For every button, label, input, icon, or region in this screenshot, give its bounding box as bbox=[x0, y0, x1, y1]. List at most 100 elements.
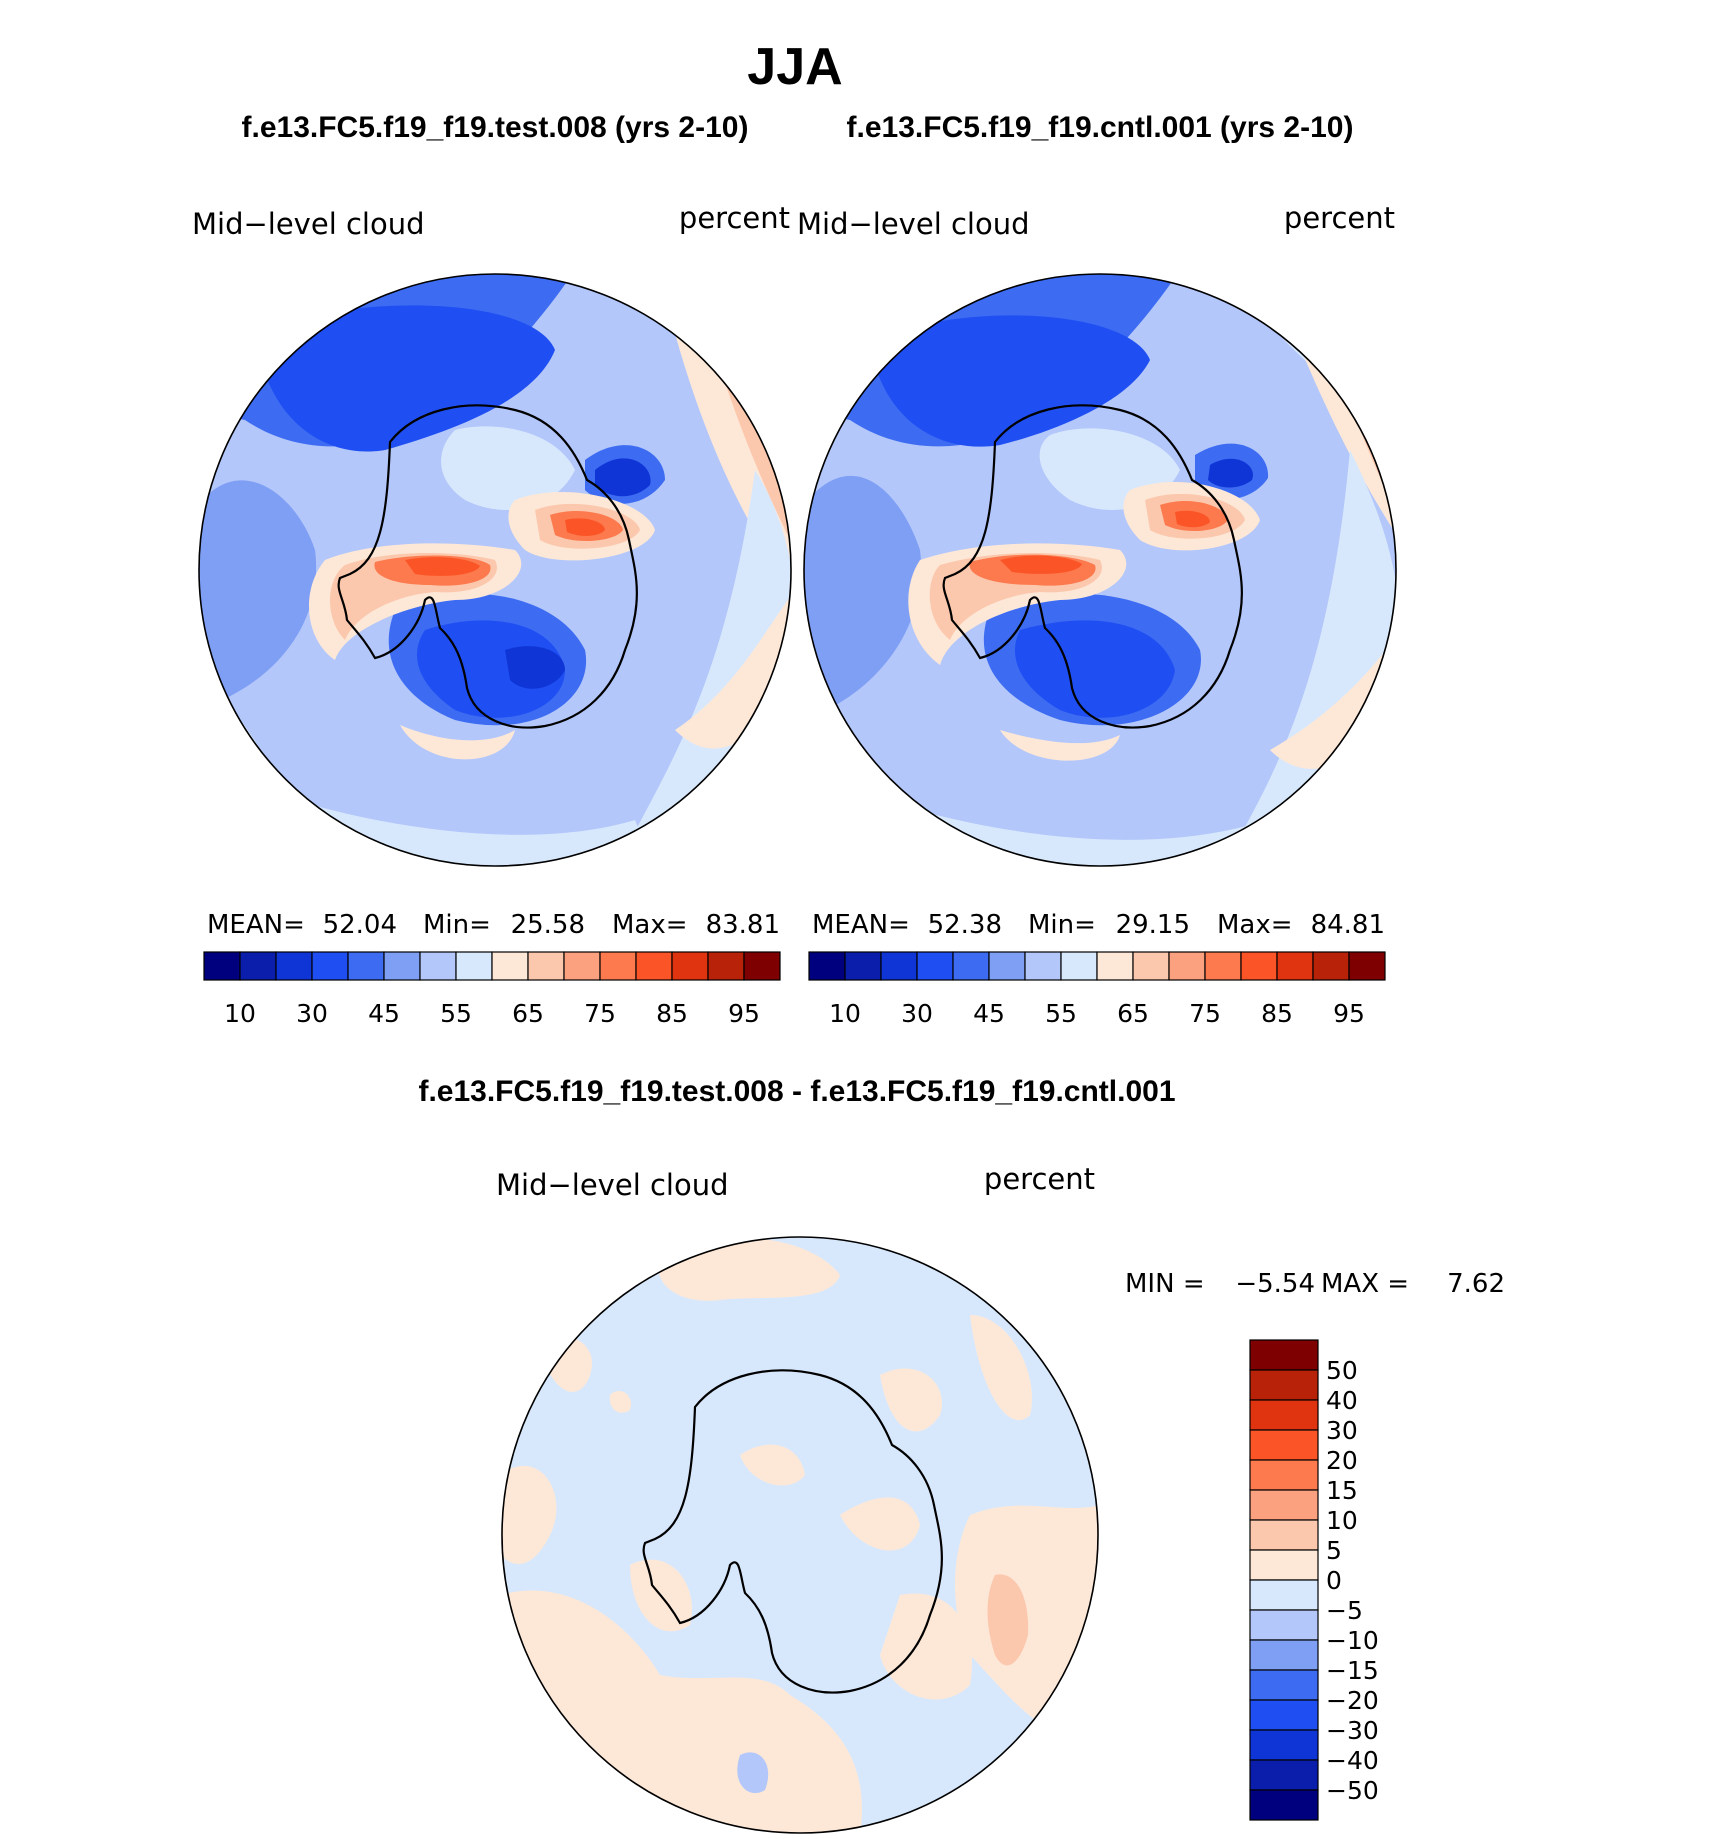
colorbar-tick-label: 95 bbox=[1333, 999, 1365, 1028]
colorbar-tick-label: 55 bbox=[1045, 999, 1077, 1028]
colorbar-swatch bbox=[1276, 951, 1314, 981]
colorbar-swatch bbox=[1249, 1759, 1319, 1791]
colorbar-tick-label: 75 bbox=[1189, 999, 1221, 1028]
colorbar-swatch bbox=[808, 951, 846, 981]
cloud-region bbox=[405, 557, 480, 576]
colorbar-swatch bbox=[203, 951, 241, 981]
colorbar-tick-label: 10 bbox=[224, 999, 256, 1028]
colorbar-tick-label: 0 bbox=[1326, 1566, 1342, 1595]
panel-a-colorbar: 10 30 45 55 65 75 85 95 bbox=[203, 951, 781, 1028]
panel-b-mean-value: 52.38 bbox=[928, 910, 1002, 940]
colorbar-swatch bbox=[419, 951, 457, 981]
panel-a-map bbox=[198, 273, 792, 867]
colorbar-tick-label: −10 bbox=[1326, 1626, 1379, 1655]
panel-a-variable: Mid−level cloud bbox=[192, 207, 425, 241]
cloud-region bbox=[930, 750, 1230, 838]
panel-b-colorbar: 10 30 45 55 65 75 85 95 bbox=[808, 951, 1386, 1028]
colorbar-tick-label: −15 bbox=[1326, 1656, 1379, 1685]
difference-map bbox=[501, 1236, 1099, 1834]
anomaly-region bbox=[502, 1465, 557, 1564]
colorbar-swatch bbox=[1249, 1579, 1319, 1611]
difference-min-label: MIN = bbox=[1125, 1269, 1205, 1299]
colorbar-swatch bbox=[455, 951, 493, 981]
colorbar-swatch bbox=[1249, 1669, 1319, 1701]
colorbar-tick-label: 10 bbox=[1326, 1506, 1358, 1535]
cloud-region bbox=[1175, 510, 1210, 528]
colorbar-swatch bbox=[1249, 1609, 1319, 1641]
panel-a-case-title: f.e13.FC5.f19_f19.test.008 (yrs 2-10) bbox=[242, 111, 749, 144]
colorbar-swatch bbox=[1249, 1399, 1319, 1431]
colorbar-swatch bbox=[1312, 951, 1350, 981]
anomaly-region bbox=[737, 1752, 769, 1794]
panel-b-min-label: Min= bbox=[1028, 910, 1096, 940]
colorbar-swatch bbox=[671, 951, 709, 981]
colorbar-tick-label: 55 bbox=[440, 999, 472, 1028]
difference-max-label: MAX = bbox=[1321, 1269, 1409, 1299]
colorbar-swatch bbox=[383, 951, 421, 981]
difference-units: percent bbox=[984, 1162, 1095, 1196]
colorbar-swatch bbox=[1249, 1459, 1319, 1491]
colorbar-swatch bbox=[1132, 951, 1170, 981]
anomaly-region bbox=[740, 1444, 805, 1486]
colorbar-tick-label: 45 bbox=[973, 999, 1005, 1028]
colorbar-swatch bbox=[1249, 1429, 1319, 1461]
colorbar-swatch bbox=[1249, 1369, 1319, 1401]
colorbar-swatch bbox=[1024, 951, 1062, 981]
difference-variable: Mid−level cloud bbox=[496, 1168, 729, 1202]
colorbar-tick-label: 45 bbox=[368, 999, 400, 1028]
cloud-region bbox=[1000, 730, 1120, 761]
colorbar-swatch bbox=[952, 951, 990, 981]
colorbar-swatch bbox=[275, 951, 313, 981]
colorbar-swatch bbox=[1096, 951, 1134, 981]
difference-title: f.e13.FC5.f19_f19.test.008 - f.e13.FC5.f… bbox=[418, 1075, 1175, 1108]
cloud-region bbox=[400, 725, 515, 760]
anomaly-region bbox=[987, 1574, 1029, 1666]
colorbar-swatch bbox=[563, 951, 601, 981]
panel-a-min-value: 25.58 bbox=[511, 910, 585, 940]
figure-title: JJA bbox=[747, 38, 842, 96]
colorbar-tick-label: 20 bbox=[1326, 1446, 1358, 1475]
colorbar-tick-label: 65 bbox=[512, 999, 544, 1028]
colorbar-swatch bbox=[635, 951, 673, 981]
colorbar-swatch bbox=[1249, 1339, 1319, 1371]
panel-b-case-title: f.e13.FC5.f19_f19.cntl.001 (yrs 2-10) bbox=[847, 111, 1354, 144]
colorbar-tick-label: 85 bbox=[1261, 999, 1293, 1028]
colorbar-swatch bbox=[347, 951, 385, 981]
colorbar-swatch bbox=[1240, 951, 1278, 981]
colorbar-swatch bbox=[491, 951, 529, 981]
colorbar-tick-label: 30 bbox=[1326, 1416, 1358, 1445]
colorbar-swatch bbox=[880, 951, 918, 981]
colorbar-swatch bbox=[988, 951, 1026, 981]
colorbar-swatch bbox=[707, 951, 745, 981]
cloud-region bbox=[1014, 620, 1175, 718]
cloud-region bbox=[441, 426, 575, 510]
panel-b-map bbox=[803, 273, 1397, 867]
colorbar-tick-label: −5 bbox=[1326, 1596, 1363, 1625]
anomaly-region bbox=[880, 1593, 972, 1700]
anomaly-region bbox=[970, 1315, 1032, 1421]
colorbar-swatch bbox=[1204, 951, 1242, 981]
colorbar-swatch bbox=[916, 951, 954, 981]
colorbar-swatch bbox=[1249, 1549, 1319, 1581]
cloud-region bbox=[595, 458, 651, 497]
colorbar-swatch bbox=[311, 951, 349, 981]
panel-b-mean-label: MEAN= bbox=[812, 910, 910, 940]
panel-a-max-label: Max= bbox=[612, 910, 688, 940]
anomaly-region bbox=[609, 1390, 631, 1413]
cloud-region bbox=[255, 305, 555, 452]
colorbar-swatch bbox=[1249, 1789, 1319, 1821]
colorbar-tick-label: 10 bbox=[829, 999, 861, 1028]
difference-min-value: −5.54 bbox=[1235, 1269, 1315, 1299]
cloud-region bbox=[335, 740, 615, 838]
colorbar-swatch bbox=[1060, 951, 1098, 981]
colorbar-swatch bbox=[1249, 1699, 1319, 1731]
panel-a-min-label: Min= bbox=[423, 910, 491, 940]
difference-max-value: 7.62 bbox=[1447, 1269, 1505, 1299]
cloud-region bbox=[565, 518, 605, 536]
colorbar-swatch bbox=[1249, 1519, 1319, 1551]
panel-b-variable: Mid−level cloud bbox=[797, 207, 1030, 241]
colorbar-swatch bbox=[239, 951, 277, 981]
anomaly-region bbox=[840, 1497, 920, 1551]
